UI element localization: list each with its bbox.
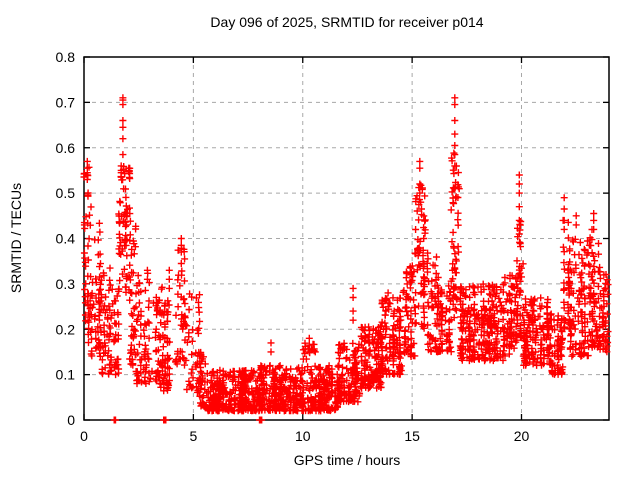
y-tick-label: 0.7 [56,94,76,110]
y-tick-label: 0.3 [56,276,76,292]
x-axis-title: GPS time / hours [293,452,401,468]
x-tick-label: 5 [189,428,197,444]
y-tick-label: 0 [67,412,75,428]
scatter-points [80,94,612,424]
y-tick-label: 0.5 [56,185,76,201]
x-tick-label: 10 [295,428,311,444]
y-tick-label: 0.1 [56,367,76,383]
y-tick-label: 0.2 [56,321,76,337]
x-tick-label: 20 [514,428,530,444]
x-tick-label: 15 [404,428,420,444]
x-tick-label: 0 [80,428,88,444]
y-tick-label: 0.8 [56,49,76,65]
chart-title: Day 096 of 2025, SRMTID for receiver p01… [210,14,484,30]
y-tick-label: 0.4 [56,231,76,247]
y-tick-label: 0.6 [56,140,76,156]
